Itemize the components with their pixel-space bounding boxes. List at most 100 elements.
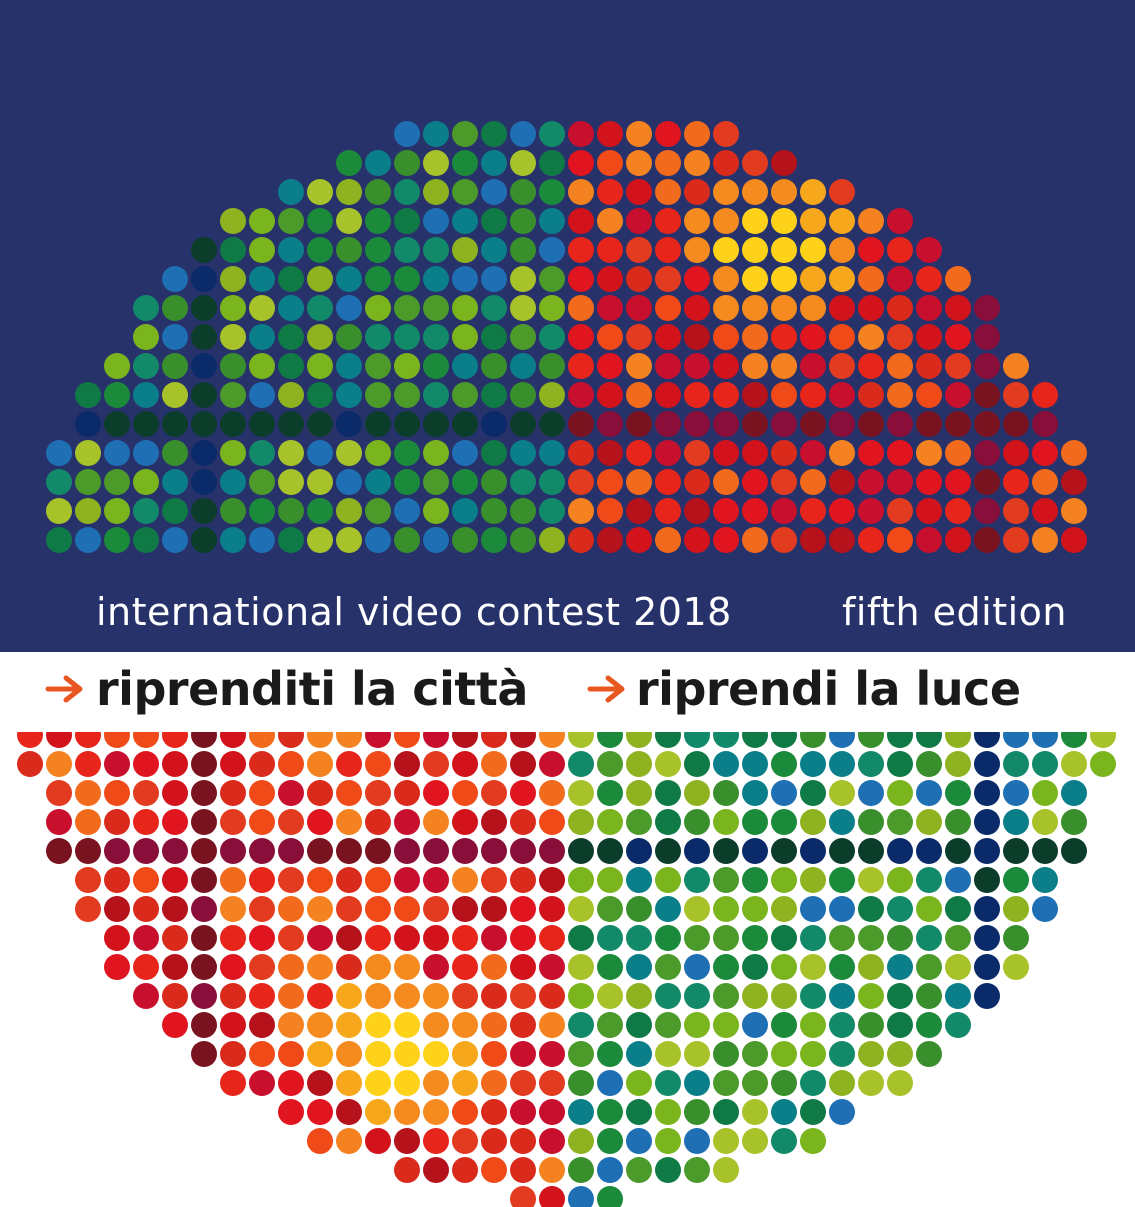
mosaic-dot — [916, 867, 942, 893]
mosaic-dot — [46, 751, 72, 777]
mosaic-dot — [887, 732, 913, 748]
mosaic-dot — [191, 295, 217, 321]
mosaic-dot — [452, 751, 478, 777]
mosaic-dot — [916, 266, 942, 292]
mosaic-dot — [307, 237, 333, 263]
mosaic-dot — [684, 1099, 710, 1125]
mosaic-dot — [1032, 498, 1058, 524]
mosaic-dot — [104, 954, 130, 980]
mosaic-dot — [307, 867, 333, 893]
mosaic-dot — [394, 867, 420, 893]
mosaic-dot — [423, 208, 449, 234]
mosaic-dot — [423, 237, 449, 263]
mosaic-dot — [568, 1070, 594, 1096]
mosaic-dot — [829, 1012, 855, 1038]
mosaic-dot — [104, 925, 130, 951]
mosaic-dot — [423, 1099, 449, 1125]
mosaic-dot — [249, 266, 275, 292]
mosaic-dot — [684, 1041, 710, 1067]
mosaic-dot — [539, 1157, 565, 1183]
mosaic-dot — [481, 896, 507, 922]
mosaic-dot — [887, 809, 913, 835]
mosaic-dot — [510, 1041, 536, 1067]
mosaic-dot — [684, 440, 710, 466]
mosaic-dot — [336, 498, 362, 524]
mosaic-dot — [771, 1070, 797, 1096]
mosaic-dot — [829, 527, 855, 553]
mosaic-dot — [539, 1041, 565, 1067]
mosaic-dot — [771, 324, 797, 350]
mosaic-dot — [365, 780, 391, 806]
mosaic-dot — [916, 809, 942, 835]
mosaic-dot — [1032, 780, 1058, 806]
mosaic-dot — [655, 751, 681, 777]
mosaic-dot — [133, 867, 159, 893]
mosaic-dot — [858, 440, 884, 466]
mosaic-dot — [539, 954, 565, 980]
mosaic-dot — [133, 751, 159, 777]
mosaic-dot — [597, 208, 623, 234]
mosaic-dot — [1003, 867, 1029, 893]
mosaic-dot — [945, 983, 971, 1009]
mosaic-dot — [684, 925, 710, 951]
mosaic-dot — [307, 1041, 333, 1067]
mosaic-dot — [568, 983, 594, 1009]
mosaic-dot — [713, 1157, 739, 1183]
mosaic-dot — [249, 382, 275, 408]
mosaic-dot — [626, 237, 652, 263]
mosaic-dot — [365, 469, 391, 495]
mosaic-dot — [539, 324, 565, 350]
mosaic-dot — [713, 1099, 739, 1125]
mosaic-dot — [771, 237, 797, 263]
mosaic-dot — [771, 1099, 797, 1125]
mosaic-dot — [365, 498, 391, 524]
mosaic-dot — [626, 1099, 652, 1125]
mosaic-dot — [249, 498, 275, 524]
mosaic-dot — [626, 121, 652, 147]
mosaic-dot — [452, 237, 478, 263]
mosaic-dot — [423, 382, 449, 408]
mosaic-dot — [626, 266, 652, 292]
mosaic-dot — [452, 353, 478, 379]
mosaic-dot — [307, 179, 333, 205]
mosaic-dot — [191, 266, 217, 292]
mosaic-dot — [684, 469, 710, 495]
mosaic-dot — [568, 121, 594, 147]
mosaic-dot — [481, 983, 507, 1009]
mosaic-dot — [713, 1041, 739, 1067]
mosaic-dot — [481, 266, 507, 292]
mosaic-dot — [1032, 382, 1058, 408]
mosaic-dot — [220, 925, 246, 951]
mosaic-dot — [887, 751, 913, 777]
mosaic-dot — [1003, 469, 1029, 495]
mosaic-dot — [626, 1157, 652, 1183]
mosaic-dot — [1003, 809, 1029, 835]
mosaic-dot — [452, 896, 478, 922]
mosaic-dot — [220, 1012, 246, 1038]
mosaic-dot — [510, 1099, 536, 1125]
mosaic-dot — [568, 527, 594, 553]
slogan-city: riprenditi la città — [96, 662, 528, 716]
mosaic-dot — [742, 1128, 768, 1154]
mosaic-dot — [568, 208, 594, 234]
mosaic-dot — [771, 780, 797, 806]
mosaic-dot — [394, 954, 420, 980]
mosaic-dot — [771, 498, 797, 524]
mosaic-dot — [481, 751, 507, 777]
mosaic-dot — [423, 295, 449, 321]
mosaic-dot — [336, 179, 362, 205]
mosaic-dot — [278, 867, 304, 893]
mosaic-dot — [655, 498, 681, 524]
mosaic-dot — [162, 295, 188, 321]
mosaic-dot — [568, 266, 594, 292]
mosaic-dot — [394, 809, 420, 835]
mosaic-dot — [510, 751, 536, 777]
mosaic-dot — [916, 751, 942, 777]
mosaic-dot — [684, 411, 710, 437]
slogan-light: riprendi la luce — [636, 662, 1021, 716]
mosaic-dot — [307, 411, 333, 437]
mosaic-dot — [510, 809, 536, 835]
mosaic-dot — [597, 896, 623, 922]
mosaic-dot — [742, 353, 768, 379]
mosaic-dot — [742, 469, 768, 495]
